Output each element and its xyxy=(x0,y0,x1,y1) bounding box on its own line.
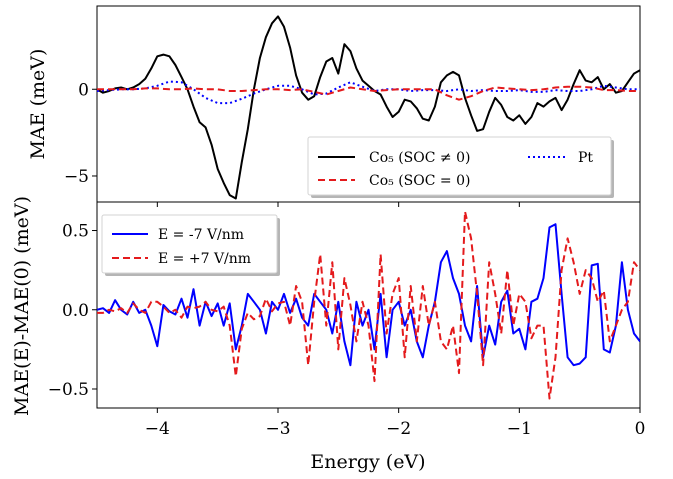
top-panel-ylabel: MAE (meV) xyxy=(27,49,49,160)
xtick-label: −4 xyxy=(145,419,170,439)
bottom-panel-frame xyxy=(96,201,641,409)
bottom-panel-legend: E = -7 V/nm E = +7 V/nm xyxy=(101,214,280,276)
top-legend-label-co5-nosoc: Co₅ (SOC = 0) xyxy=(369,173,470,189)
bottom-panel-xticks: −4 −3 −2 −1 0 xyxy=(145,419,646,439)
xtick-label: −3 xyxy=(265,419,290,439)
top-legend-label-pt: Pt xyxy=(578,150,593,166)
series-line-0-2 xyxy=(97,85,640,101)
bottom-panel-yticks: −0.5 0.0 0.5 xyxy=(48,222,97,400)
bottom-panel-delta-mae: −0.5 0.0 0.5 −4 −3 −2 −1 0 MAE(E)-MAE(0) (meV)… xyxy=(11,196,645,473)
bottom-legend-label-plus7: E = +7 V/nm xyxy=(158,251,251,267)
ytick-label: 0 xyxy=(78,80,89,100)
bottom-legend-label-minus7: E = -7 V/nm xyxy=(158,227,244,243)
top-legend-label-co5-soc: Co₅ (SOC ≠ 0) xyxy=(369,150,470,166)
top-panel-mae: −5 0 MAE (meV) Co₅ (SOC ≠ 0) Pt Co₅ (SOC … xyxy=(27,5,641,207)
series-line-0-1 xyxy=(97,80,640,105)
ytick-label: 0.0 xyxy=(62,301,89,321)
ytick-label: −0.5 xyxy=(48,380,89,400)
series-line-1-0 xyxy=(97,223,640,367)
xtick-label: 0 xyxy=(635,419,646,439)
bottom-panel-ylabel: MAE(E)-MAE(0) (meV) xyxy=(11,196,33,416)
xtick-label: −1 xyxy=(507,419,532,439)
x-axis-label: Energy (eV) xyxy=(310,451,425,473)
top-legend-box xyxy=(307,136,612,196)
bottom-panel-series xyxy=(97,210,640,400)
xtick-label: −2 xyxy=(386,419,411,439)
ytick-label: −5 xyxy=(64,167,89,187)
series-line-1-1 xyxy=(97,210,640,400)
ytick-label: 0.5 xyxy=(62,222,89,242)
top-panel-yticks: −5 0 xyxy=(64,80,97,187)
top-panel-series xyxy=(97,15,640,200)
top-panel-legend: Co₅ (SOC ≠ 0) Pt Co₅ (SOC = 0) xyxy=(307,136,614,198)
